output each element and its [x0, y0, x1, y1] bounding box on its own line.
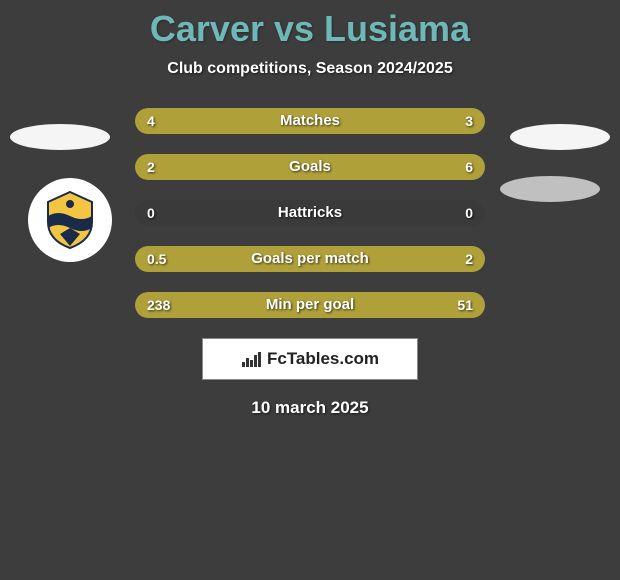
stat-label: Matches	[135, 108, 485, 134]
club-badge	[28, 178, 112, 262]
player-right-oval-1	[510, 124, 610, 150]
comparison-bars: 4Matches32Goals60Hattricks00.5Goals per …	[135, 108, 485, 318]
right-value: 6	[465, 154, 473, 180]
date-text: 10 march 2025	[0, 398, 620, 418]
stat-row: 238Min per goal51	[135, 292, 485, 318]
stat-label: Goals	[135, 154, 485, 180]
player-right-oval-2	[500, 176, 600, 202]
page-title: Carver vs Lusiama	[0, 0, 620, 50]
right-value: 0	[465, 200, 473, 226]
right-value: 51	[457, 292, 473, 318]
stat-row: 0.5Goals per match2	[135, 246, 485, 272]
subtitle: Club competitions, Season 2024/2025	[0, 60, 620, 78]
right-value: 3	[465, 108, 473, 134]
stat-label: Min per goal	[135, 292, 485, 318]
bars-icon	[241, 350, 263, 368]
stat-label: Goals per match	[135, 246, 485, 272]
fctables-logo[interactable]: FcTables.com	[202, 338, 418, 380]
crest-icon	[38, 188, 102, 252]
stat-row: 0Hattricks0	[135, 200, 485, 226]
right-value: 2	[465, 246, 473, 272]
stat-row: 2Goals6	[135, 154, 485, 180]
stat-row: 4Matches3	[135, 108, 485, 134]
player-left-oval	[10, 124, 110, 150]
logo-text: FcTables.com	[267, 349, 379, 369]
stat-label: Hattricks	[135, 200, 485, 226]
